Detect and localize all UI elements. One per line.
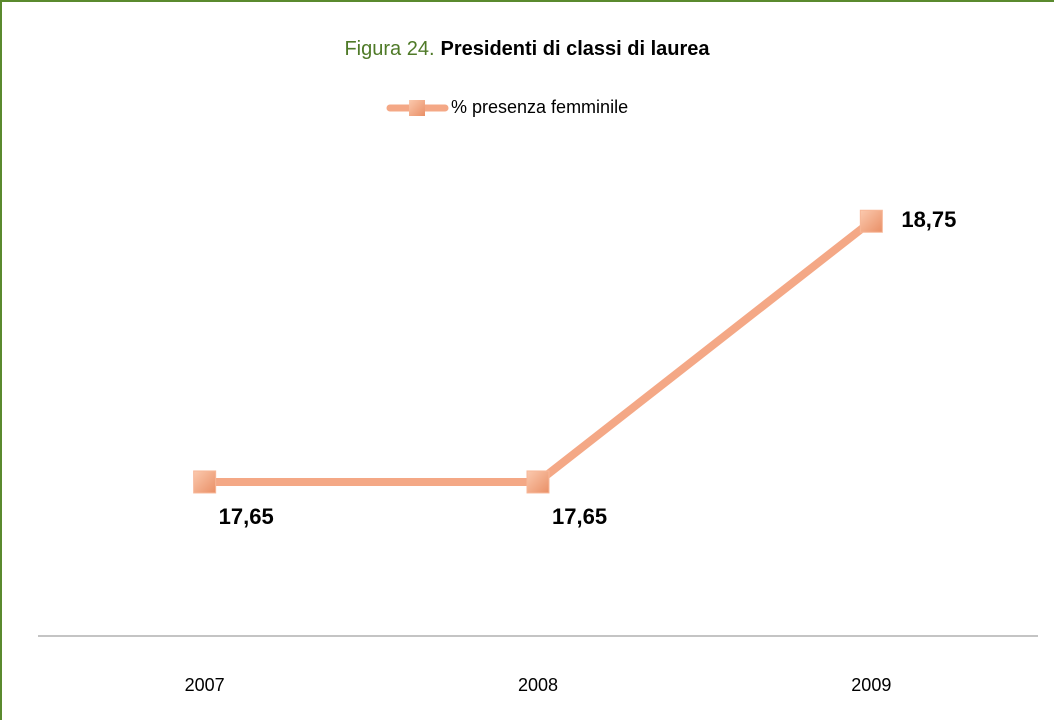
x-tick-label: 2008 (518, 675, 558, 695)
marker (193, 470, 217, 494)
marker (859, 209, 883, 233)
legend-marker (409, 100, 425, 116)
legend-label: % presenza femminile (451, 97, 628, 117)
marker (526, 470, 550, 494)
title-prefix: Figura 24. (344, 38, 434, 60)
data-label: 18,75 (901, 207, 956, 232)
series-line (204, 218, 874, 486)
x-tick-label: 2009 (851, 675, 891, 695)
data-label: 17,65 (552, 504, 607, 529)
x-tick-label: 2007 (185, 675, 225, 695)
title-text: Presidenti di classi di laurea (441, 38, 711, 60)
chart-title: Figura 24. Presidenti di classi di laurea (344, 38, 710, 60)
data-label: 17,65 (219, 504, 274, 529)
